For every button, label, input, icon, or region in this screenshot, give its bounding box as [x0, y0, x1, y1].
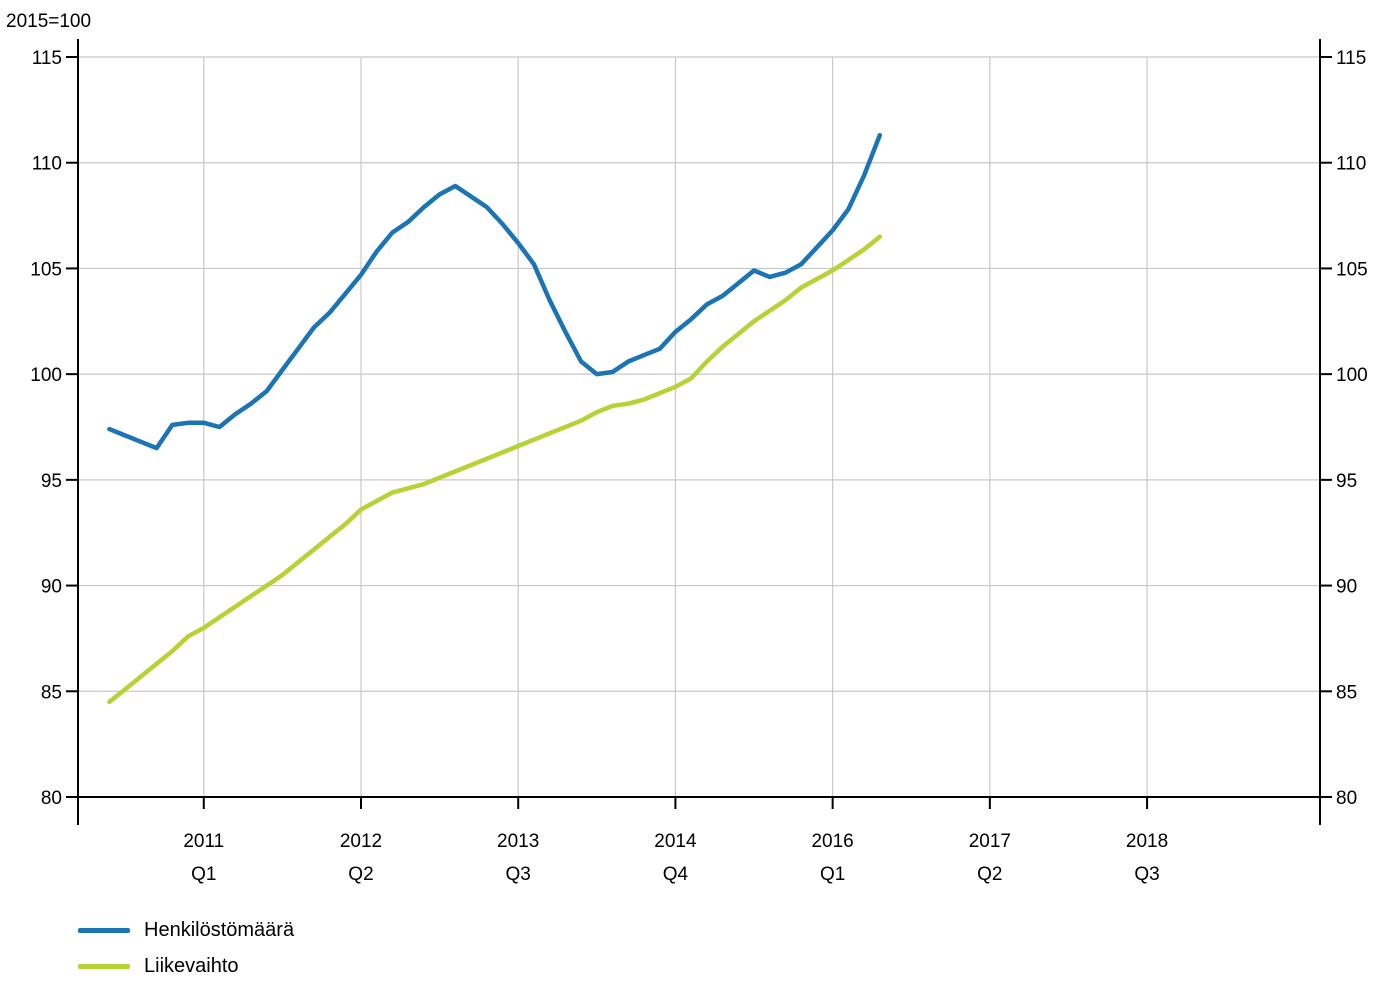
y-tick-label-right: 80	[1336, 788, 1357, 809]
x-tick-label-quarter: Q2	[348, 864, 373, 885]
y-tick-label-left: 110	[32, 154, 62, 175]
legend-swatch-liikevaihto	[78, 963, 130, 969]
series-lines	[107, 132, 883, 705]
x-tick-label-quarter: Q1	[191, 864, 216, 885]
y-tick-label-right: 115	[1336, 48, 1366, 69]
x-tick-label-year: 2017	[969, 831, 1011, 852]
y-tick-label-right: 85	[1336, 682, 1357, 703]
legend-item-henkilostomaara: Henkilöstömäärä	[78, 912, 294, 948]
legend: Henkilöstömäärä Liikevaihto	[78, 912, 294, 984]
legend-label-liikevaihto: Liikevaihto	[144, 955, 239, 977]
x-tick-label-quarter: Q3	[1134, 864, 1159, 885]
y-tick-label-left: 90	[41, 577, 62, 598]
legend-item-liikevaihto: Liikevaihto	[78, 948, 294, 984]
unit-label: 2015=100	[6, 11, 91, 32]
y-tick-label-left: 95	[41, 471, 62, 492]
y-tick-label-left: 105	[30, 259, 62, 280]
series-line-0	[107, 132, 883, 451]
x-tick-label-year: 2018	[1126, 831, 1168, 852]
x-tick-label-quarter: Q2	[977, 864, 1002, 885]
x-tick-label-year: 2016	[811, 831, 853, 852]
series-line-1	[107, 234, 883, 705]
y-tick-label-left: 85	[41, 682, 62, 703]
x-tick-label-year: 2012	[340, 831, 382, 852]
legend-swatch-henkilostomaara	[78, 927, 130, 933]
line-chart: 2015=100 80 80 85 85 90 90 95 95 100 100 105 105 110…	[6, 11, 1368, 885]
gridlines	[78, 56, 1320, 797]
y-tick-label-right: 90	[1336, 577, 1357, 598]
axes	[66, 39, 1332, 825]
x-tick-label-year: 2013	[497, 831, 539, 852]
y-tick-label-right: 100	[1336, 365, 1368, 386]
y-tick-label-left: 100	[30, 365, 62, 386]
y-tick-label-right: 105	[1336, 259, 1368, 280]
x-tick-label-quarter: Q4	[663, 864, 689, 885]
x-tick-label-quarter: Q1	[820, 864, 845, 885]
y-tick-label-left: 80	[41, 788, 62, 809]
tick-labels: 80 80 85 85 90 90 95 95 100 100 105 105 110 110 115 115…	[30, 48, 1367, 885]
x-tick-label-quarter: Q3	[506, 864, 531, 885]
x-tick-label-year: 2014	[654, 831, 697, 852]
x-tick-label-year: 2011	[183, 831, 224, 852]
legend-label-henkilostomaara: Henkilöstömäärä	[144, 919, 295, 941]
y-tick-label-right: 95	[1336, 471, 1357, 492]
y-tick-label-left: 115	[32, 48, 62, 69]
y-tick-label-right: 110	[1336, 154, 1366, 175]
